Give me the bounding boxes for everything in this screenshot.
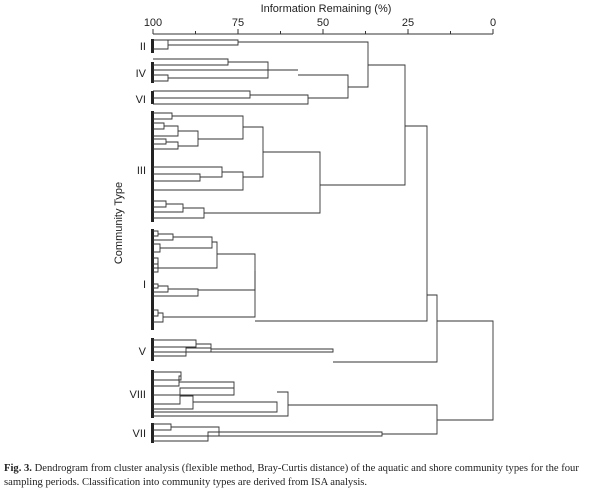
dendrogram-link bbox=[153, 426, 220, 437]
x-tick-label: 25 bbox=[402, 17, 414, 29]
dendrogram-link bbox=[186, 348, 334, 353]
dendrogram-link bbox=[153, 371, 182, 381]
group-label: VII bbox=[133, 428, 146, 440]
x-tick-label: 75 bbox=[232, 17, 244, 29]
dendrogram-link bbox=[238, 41, 369, 88]
group-bar bbox=[151, 229, 154, 330]
dendrogram-link bbox=[158, 241, 218, 269]
group-bar bbox=[151, 370, 154, 418]
dendrogram-links bbox=[153, 39, 494, 442]
dendrogram-link bbox=[153, 125, 179, 137]
dendrogram-chart: Information Remaining (%) 100 75 50 25 0 III… bbox=[113, 3, 496, 443]
dendrogram-link bbox=[153, 200, 167, 208]
dendrogram-link bbox=[153, 166, 223, 178]
dendrogram-link bbox=[153, 39, 239, 46]
dendrogram-link bbox=[153, 39, 169, 50]
dendrogram-link bbox=[153, 230, 159, 237]
axis-title: Information Remaining (%) bbox=[261, 3, 392, 15]
dendrogram-link bbox=[208, 431, 383, 437]
group-bars bbox=[151, 39, 154, 443]
dendrogram-link bbox=[153, 375, 181, 387]
dendrogram-link bbox=[153, 431, 219, 442]
group-label: I bbox=[143, 279, 146, 291]
dendrogram-link bbox=[160, 236, 213, 249]
dendrogram-link bbox=[243, 126, 264, 178]
dendrogram-link bbox=[178, 130, 199, 147]
dendrogram-link bbox=[153, 288, 199, 297]
dendrogram-link bbox=[333, 294, 438, 363]
group-label: II bbox=[140, 41, 146, 53]
group-bar bbox=[151, 39, 154, 53]
x-tick-label: 100 bbox=[144, 17, 162, 29]
group-bar bbox=[151, 338, 154, 361]
dendrogram-link bbox=[153, 395, 194, 410]
dendrogram-link bbox=[153, 171, 244, 191]
dendrogram-link bbox=[288, 404, 438, 435]
dendrogram-link bbox=[153, 58, 229, 66]
dendrogram-link bbox=[153, 112, 173, 120]
dendrogram-link bbox=[163, 271, 256, 318]
caption-text: Dendrogram from cluster analysis (flexib… bbox=[4, 463, 579, 488]
dendrogram-link bbox=[255, 125, 428, 322]
dendrogram-link bbox=[153, 122, 165, 130]
group-bar bbox=[151, 423, 154, 443]
group-bar bbox=[151, 91, 154, 104]
dendrogram-link bbox=[153, 401, 278, 413]
dendrogram-link bbox=[153, 141, 179, 150]
group-label: VIII bbox=[129, 389, 146, 401]
dendrogram-link bbox=[198, 253, 256, 291]
group-bar bbox=[151, 111, 154, 222]
dendrogram-link bbox=[153, 94, 309, 105]
figure-caption: Fig. 3. Dendrogram from cluster analysis… bbox=[4, 462, 606, 490]
dendrogram-link bbox=[437, 320, 494, 421]
group-bar bbox=[151, 62, 154, 83]
group-label: IV bbox=[136, 68, 147, 80]
dendrogram-link bbox=[153, 74, 169, 82]
dendrogram-link bbox=[153, 339, 197, 348]
caption-label: Fig. 3. bbox=[4, 463, 32, 474]
x-axis-ticks: 100 75 50 25 0 bbox=[144, 17, 496, 35]
x-tick-label: 50 bbox=[317, 17, 329, 29]
dendrogram-link bbox=[153, 423, 172, 431]
dendrogram-link bbox=[153, 173, 201, 182]
dendrogram-link bbox=[153, 138, 167, 145]
dendrogram-link bbox=[153, 233, 174, 241]
dendrogram-link bbox=[153, 285, 169, 293]
dendrogram-link bbox=[153, 90, 251, 99]
dendrogram-figure: Information Remaining (%) 100 75 50 25 0 II I… bbox=[113, 3, 496, 443]
dendrogram-link bbox=[298, 74, 349, 99]
dendrogram-link bbox=[153, 391, 289, 417]
dendrogram-link bbox=[153, 203, 184, 213]
dendrogram-link bbox=[320, 64, 406, 186]
dendrogram-link bbox=[204, 151, 321, 214]
group-label: V bbox=[139, 346, 147, 358]
dendrogram-link bbox=[153, 381, 235, 396]
dendrogram-link bbox=[172, 115, 244, 140]
dendrogram-link bbox=[153, 207, 205, 219]
dendrogram-link bbox=[153, 243, 161, 253]
group-label: VI bbox=[136, 94, 146, 106]
x-tick-label: 0 bbox=[490, 17, 496, 29]
y-axis-title: Community Type bbox=[113, 182, 125, 264]
group-label: III bbox=[137, 165, 146, 177]
dendrogram-link bbox=[153, 312, 164, 323]
dendrogram-link bbox=[153, 265, 159, 273]
